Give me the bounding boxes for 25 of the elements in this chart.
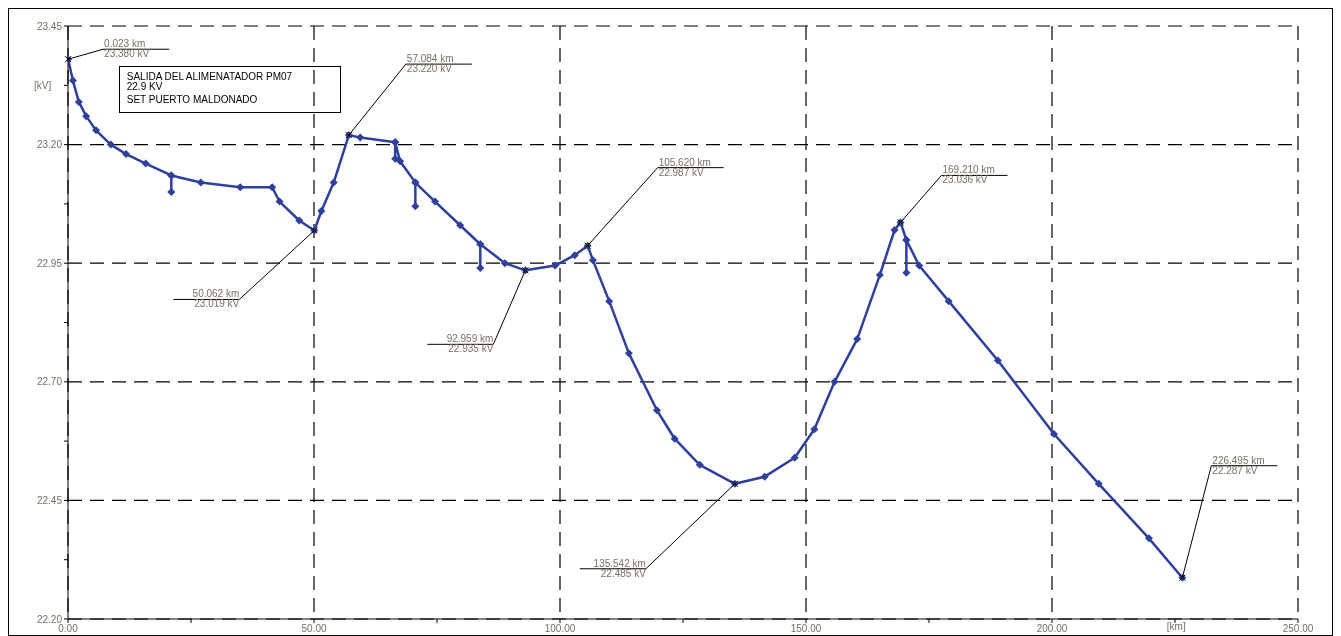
y-axis-title: [kV] [34, 80, 52, 91]
x-tick-label: 50.00 [301, 623, 327, 635]
annotation: 169.210 km 23.036 kV [942, 164, 995, 186]
annotation: SET PUERTO MALDONADO [126, 94, 259, 106]
y-tick-label: 23.20 [36, 139, 63, 151]
annotation: 135.542 km 22.485 kV [593, 557, 647, 579]
x-tick-label: 150.00 [790, 623, 822, 635]
annotation: 50.062 km 23.019 kV [192, 288, 240, 310]
y-tick-label: 22.70 [36, 376, 63, 388]
y-tick-label: 22.20 [36, 613, 63, 625]
y-tick-label: 22.45 [36, 494, 63, 506]
x-tick-label: 100.00 [544, 623, 576, 635]
y-tick-label: 22.95 [36, 257, 63, 269]
annotation: 0.023 km 23.380 kV [104, 38, 150, 60]
x-tick-label: 0.00 [58, 623, 79, 635]
annotation: 105.620 km 22.987 kV [658, 156, 711, 178]
annotation: 57.084 km 23.220 kV [406, 53, 454, 75]
x-tick-label: 200.00 [1036, 623, 1068, 635]
annotation: 22.9 KV [126, 81, 164, 93]
annotation: SALIDA DEL ALIMENATADOR PM07 [126, 71, 293, 83]
annotation: 226.495 km 22.287 kV [1212, 454, 1265, 476]
x-axis-title: [km] [1166, 621, 1186, 632]
x-tick-label: 250.00 [1282, 623, 1314, 635]
y-tick-label: 23.45 [36, 20, 63, 32]
annotation: 92.959 km 22.935 kV [446, 333, 494, 355]
